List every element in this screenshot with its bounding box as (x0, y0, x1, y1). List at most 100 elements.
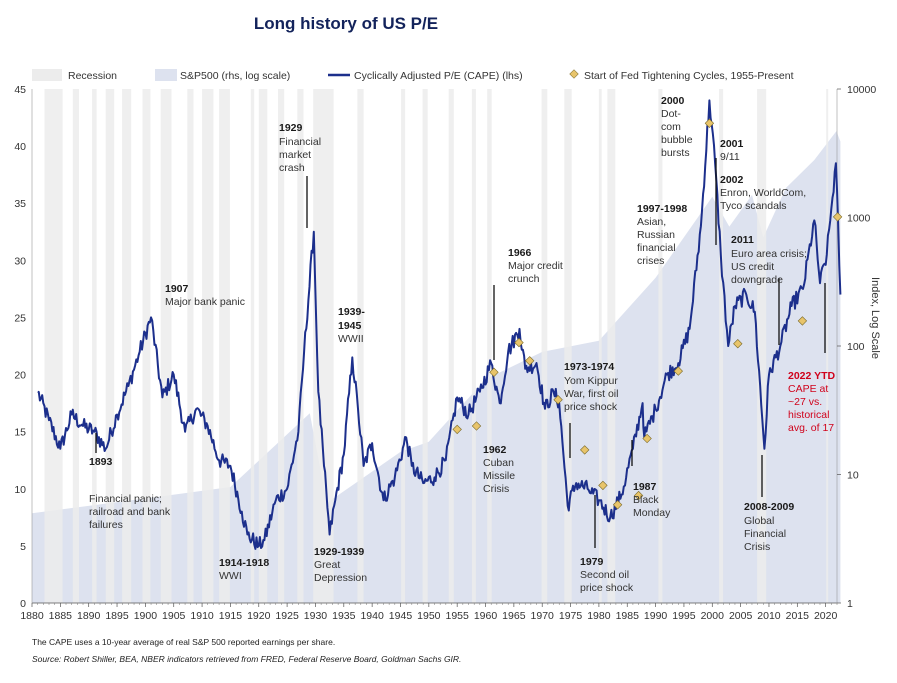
annotation-1962-line1: Cuban (483, 457, 514, 469)
y-right-tick-100: 100 (847, 341, 865, 353)
annotation-1973-line3: price shock (564, 401, 618, 413)
annotation-1893-head: 1893 (89, 456, 113, 468)
legend-label-recession: Recession (68, 70, 117, 82)
fed-marker-15 (832, 212, 843, 222)
annotation-1962-line2: Missile (483, 470, 515, 482)
annotation-2001-line1: 9/11 (720, 151, 740, 163)
annotation-1939-head: 1939- (338, 306, 365, 318)
annotation-1979: 1979 Second oil price shock (580, 556, 634, 594)
annotation-1893-line3: failures (89, 519, 123, 531)
x-tick-label-1990: 1990 (644, 610, 668, 622)
x-tick-label-1980: 1980 (587, 610, 611, 622)
x-tick-label-2000: 2000 (701, 610, 725, 622)
x-tick-label-1970: 1970 (531, 610, 555, 622)
fed-marker-5 (553, 395, 563, 405)
annotation-1939-head2: 1945 (338, 320, 362, 332)
annotation-2022-line4: avg. of 17 (788, 422, 834, 434)
annotation-2022-line1: CAPE at (788, 383, 828, 395)
annotation-1929-39: 1929-1939 Great Depression (314, 546, 367, 584)
annotation-1973-line1: Yom Kippur (564, 375, 618, 387)
x-tick-label-1925: 1925 (275, 610, 299, 622)
x-tick-label-1995: 1995 (672, 610, 696, 622)
recession-band-9 (219, 89, 230, 603)
fed-marker-12 (704, 118, 715, 128)
y-right-tick-1000: 1000 (847, 213, 871, 225)
annotation-1893-line1: Financial panic; (89, 493, 162, 505)
x-tick-label-1930: 1930 (304, 610, 328, 622)
cape-line (37, 99, 842, 550)
x-tick-label-1895: 1895 (105, 610, 129, 622)
recession-band-18 (448, 89, 454, 603)
x-tick-label-1905: 1905 (162, 610, 186, 622)
recession-band-24 (607, 89, 616, 603)
annotation-1929-line3: crash (279, 162, 305, 174)
annotation-2000-line3: bubble (661, 134, 693, 146)
x-tick-label-1880: 1880 (20, 610, 44, 622)
annotation-1929-39-line1: Great (314, 559, 340, 571)
y-left-tick-20: 20 (14, 370, 26, 382)
annotation-1966-line2: crunch (508, 273, 540, 285)
annotation-1997-line2: Russian (637, 229, 675, 241)
x-tick-label-1935: 1935 (332, 610, 356, 622)
annotation-1966: 1966 Major credit crunch (508, 247, 563, 285)
annotation-1914-head: 1914-1918 (219, 557, 269, 569)
recession-band-21 (541, 89, 548, 603)
chart-title: Long history of US P/E (254, 14, 438, 33)
recession-band-5 (142, 89, 151, 603)
x-tick-label-1910: 1910 (190, 610, 214, 622)
fed-marker-3 (514, 337, 524, 348)
x-tick-label-1960: 1960 (474, 610, 498, 622)
annotation-1939: 1939- 1945 WWII (338, 306, 365, 345)
annotation-1929-39-line2: Depression (314, 572, 367, 584)
source-note: Source: Robert Shiller, BEA, NBER indica… (32, 654, 461, 664)
annotation-1997-head: 1997-1998 (637, 203, 687, 215)
y-left-tick-35: 35 (14, 198, 26, 210)
x-tick-label-2015: 2015 (786, 610, 810, 622)
annotation-2011: 2011 Euro area crisis; US credit downgra… (731, 234, 807, 286)
annotation-2002-line1: Enron, WorldCom, (720, 187, 806, 199)
y-right-tick-10000: 10000 (847, 84, 876, 96)
legend-label-cape: Cyclically Adjusted P/E (CAPE) (lhs) (354, 70, 523, 82)
recession-band-12 (278, 89, 285, 603)
recession-band-26 (719, 89, 724, 603)
annotation-1973-line2: War, first oil (564, 388, 618, 400)
annotation-1962-head: 1962 (483, 444, 507, 456)
annotation-2008-line2: Financial (744, 528, 786, 540)
annotation-1893-line2: railroad and bank (89, 506, 171, 518)
annotation-1907-line1: Major bank panic (165, 296, 245, 308)
annotation-1973-head: 1973-1974 (564, 361, 614, 373)
annotation-2011-line1: Euro area crisis; (731, 248, 807, 260)
legend-label-fed: Start of Fed Tightening Cycles, 1955-Pre… (584, 70, 794, 82)
annotation-1929-head: 1929 (279, 122, 303, 134)
annotation-2022: 2022 YTD CAPE at ~27 vs. historical avg.… (788, 370, 836, 434)
fed-marker-layer (452, 118, 843, 510)
y-left-tick-45: 45 (14, 84, 26, 96)
annotation-1914: 1914-1918 WWI (219, 557, 269, 582)
recession-band-13 (297, 89, 304, 603)
fed-marker-2 (489, 367, 499, 377)
annotation-1929-line2: market (279, 149, 311, 161)
annotation-1973: 1973-1974 Yom Kippur War, first oil pric… (564, 361, 618, 413)
y-left-tick-0: 0 (20, 598, 26, 610)
recession-band-0 (44, 89, 63, 603)
annotation-1962: 1962 Cuban Missile Crisis (483, 444, 515, 495)
cape-line-layer (37, 99, 842, 550)
recession-band-22 (564, 89, 572, 603)
x-tick-label-1940: 1940 (360, 610, 384, 622)
fed-marker-14 (797, 316, 808, 326)
x-tick-label-1900: 1900 (134, 610, 158, 622)
x-tick-label-2020: 2020 (814, 610, 838, 622)
annotation-1929-39-head: 1929-1939 (314, 546, 364, 558)
recession-band-10 (250, 89, 255, 603)
x-tick-label-2005: 2005 (729, 610, 753, 622)
annotation-2022-line2: ~27 vs. (788, 396, 822, 408)
annotation-2011-line2: US credit (731, 261, 774, 273)
x-tick-label-1945: 1945 (389, 610, 413, 622)
recession-band-2 (92, 89, 97, 603)
annotation-leaders (95, 158, 826, 548)
y-left-tick-30: 30 (14, 255, 26, 267)
annotation-1997-line1: Asian, (637, 216, 666, 228)
fed-marker-6 (580, 445, 590, 455)
recession-band-16 (401, 89, 406, 603)
